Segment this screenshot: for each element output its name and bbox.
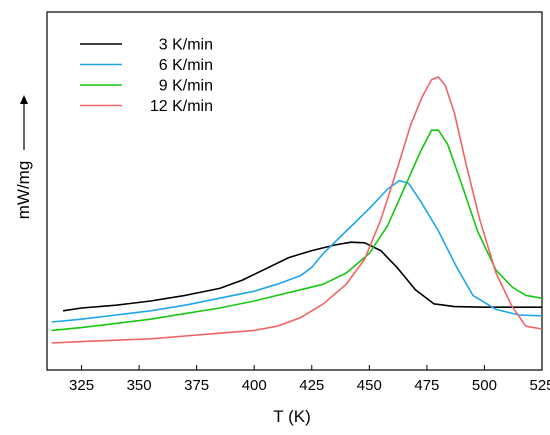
legend-label-2: 6 K/min bbox=[159, 57, 213, 74]
x-tick-label: 400 bbox=[242, 377, 267, 394]
legend-label-3: 9 K/min bbox=[159, 78, 213, 95]
y-axis-label-group: mW/mg bbox=[14, 95, 33, 219]
series-line-3 bbox=[51, 129, 543, 332]
series-line-1 bbox=[62, 241, 542, 312]
y-axis-arrow-head bbox=[20, 95, 28, 104]
x-tick-label: 475 bbox=[414, 377, 439, 394]
series-line-4 bbox=[51, 76, 543, 344]
plot-frame bbox=[46, 11, 543, 371]
x-tick-label: 350 bbox=[127, 377, 152, 394]
x-axis-ticks: 325 350 375 400 425 450 475 500 525 bbox=[69, 365, 550, 394]
legend-label-1: 3 K/min bbox=[159, 37, 213, 54]
legend-label-4: 12 K/min bbox=[150, 98, 213, 115]
x-axis-label: T (K) bbox=[273, 407, 310, 426]
x-tick-label: 325 bbox=[69, 377, 94, 394]
series-layer bbox=[51, 76, 543, 344]
x-tick-label: 450 bbox=[357, 377, 382, 394]
x-tick-label: 375 bbox=[184, 377, 209, 394]
legend: 3 K/min 6 K/min 9 K/min 12 K/min bbox=[80, 37, 213, 115]
y-axis-label: mW/mg bbox=[14, 161, 33, 220]
x-tick-label: 425 bbox=[299, 377, 324, 394]
x-tick-label: 500 bbox=[472, 377, 497, 394]
x-tick-label: 525 bbox=[529, 377, 550, 394]
series-line-2 bbox=[51, 179, 543, 323]
